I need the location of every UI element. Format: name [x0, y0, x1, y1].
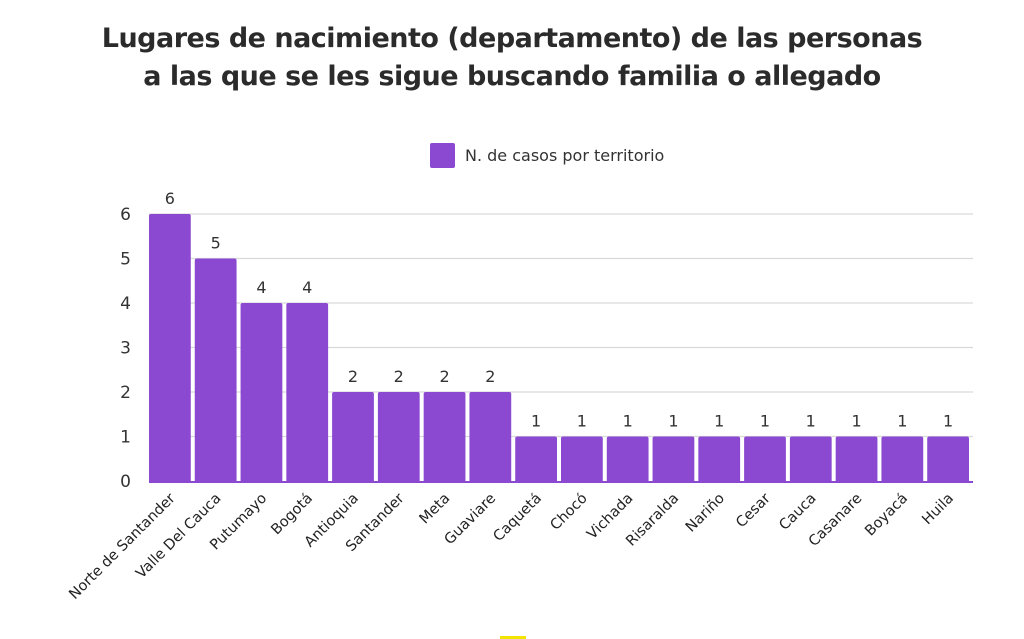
y-tick-label: 2	[120, 383, 131, 403]
bar	[698, 436, 741, 481]
chart-title-line-2: a las que se les sigue buscando familia …	[143, 61, 881, 92]
bar	[561, 436, 603, 481]
bar	[652, 436, 695, 481]
data-label: 1	[531, 412, 541, 431]
y-tick-label: 3	[120, 339, 131, 359]
data-label: 2	[394, 367, 404, 386]
data-label: 1	[943, 412, 953, 431]
data-label: 1	[760, 412, 770, 431]
bar	[469, 392, 512, 481]
data-label: 4	[302, 278, 312, 297]
bar	[240, 303, 283, 481]
legend-label: N. de casos por territorio	[465, 146, 665, 165]
x-tick-label: Chocó	[548, 490, 591, 533]
y-tick-label: 1	[120, 428, 131, 448]
bar	[332, 392, 374, 481]
data-label: 5	[211, 234, 221, 253]
bar	[835, 436, 878, 481]
legend: N. de casos por territorio	[430, 143, 664, 168]
bar	[149, 214, 191, 481]
data-label: 1	[668, 412, 678, 431]
x-tick-label: Valle Del Cauca	[133, 491, 224, 582]
y-tick-label: 6	[120, 205, 131, 225]
x-tick-label: Boyacá	[862, 491, 911, 540]
y-tick-label: 4	[120, 294, 131, 314]
data-label: 2	[485, 367, 495, 386]
yellow-accent-mark	[500, 636, 526, 639]
bar	[423, 392, 466, 481]
data-label: 1	[806, 412, 816, 431]
bar	[194, 258, 237, 481]
y-tick-label: 0	[120, 472, 131, 492]
data-label: 1	[714, 412, 724, 431]
data-label: 4	[256, 278, 266, 297]
bar	[286, 303, 329, 481]
x-tick-label: Nariño	[683, 490, 728, 535]
bar	[927, 436, 969, 481]
data-label: 6	[165, 189, 175, 208]
x-tick-label: Meta	[417, 491, 454, 528]
x-tick-label: Cesar	[733, 490, 774, 531]
data-label: 2	[439, 367, 449, 386]
bar	[377, 392, 420, 481]
bar	[515, 436, 557, 481]
bar	[744, 436, 786, 481]
chart-title: Lugares de nacimiento (departamento) de …	[0, 20, 1024, 96]
data-label: 1	[897, 412, 907, 431]
bar	[789, 436, 832, 481]
data-label: 1	[577, 412, 587, 431]
x-tick-label: Caquetá	[491, 491, 545, 545]
chart-title-line-1: Lugares de nacimiento (departamento) de …	[101, 23, 923, 54]
data-label: 2	[348, 367, 358, 386]
bar	[881, 436, 924, 481]
legend-swatch	[430, 143, 455, 168]
bar	[606, 436, 649, 481]
x-tick-label: Huila	[919, 491, 957, 529]
data-label: 1	[851, 412, 861, 431]
x-tick-label: Cauca	[776, 491, 819, 534]
y-tick-label: 5	[120, 250, 131, 270]
data-label: 1	[623, 412, 633, 431]
